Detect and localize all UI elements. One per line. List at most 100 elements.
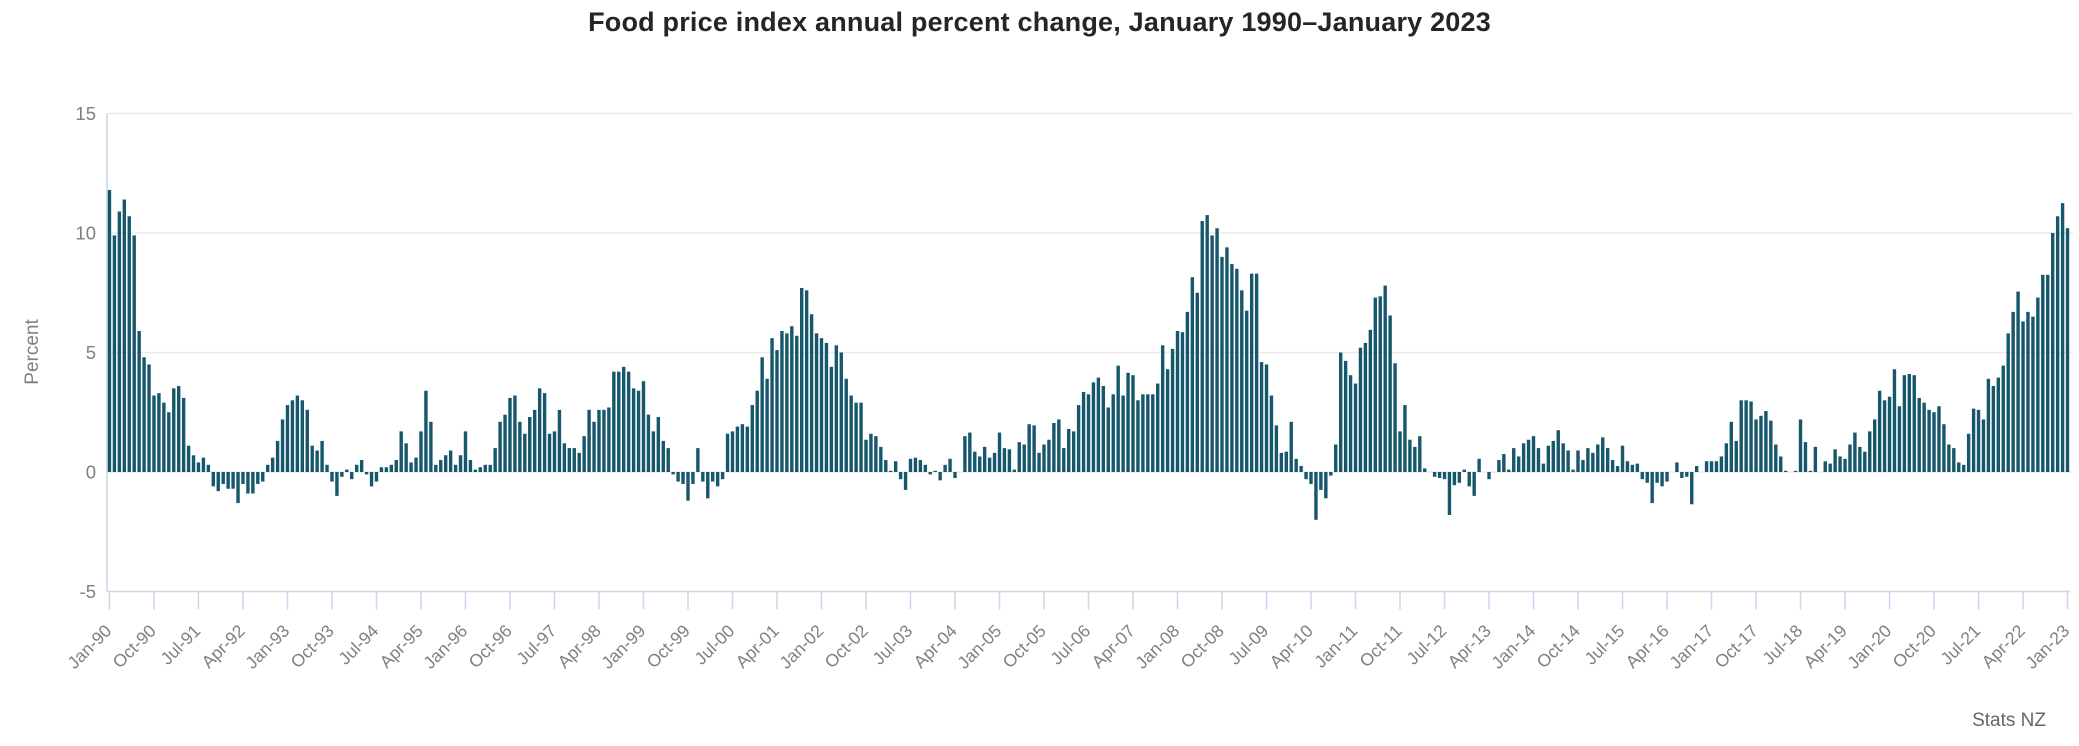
bar [2026, 311, 2030, 472]
source-attribution: Stats NZ [1972, 710, 2046, 731]
bar [1245, 310, 1249, 472]
bar [132, 235, 136, 472]
bar [711, 472, 715, 482]
bar [157, 393, 161, 472]
bar [651, 431, 656, 472]
bar [1838, 456, 1842, 472]
bar [844, 378, 848, 472]
bar [889, 470, 893, 473]
x-tick-label: Apr-04 [910, 621, 961, 672]
bar [681, 472, 685, 484]
bar [1106, 407, 1110, 472]
bar [1947, 444, 1951, 472]
bar [1561, 443, 1565, 472]
bar [992, 452, 997, 472]
bar [1284, 451, 1288, 472]
bar [478, 467, 483, 472]
bar [918, 460, 923, 472]
bar [567, 448, 572, 472]
bar [355, 464, 359, 472]
x-tick-label: Oct-14 [1533, 621, 1584, 672]
y-axis-label: Percent [22, 319, 43, 385]
bar [1131, 375, 1135, 472]
bar [1783, 470, 1788, 473]
bar [186, 445, 191, 472]
x-tick-label: Jan-02 [775, 621, 827, 673]
bar [706, 472, 710, 499]
bar [1373, 297, 1377, 472]
x-tick-label: Jan-93 [241, 621, 293, 673]
bar [384, 467, 389, 472]
x-tick-label: Oct-93 [287, 621, 338, 672]
bar [1531, 436, 1536, 472]
bar [330, 472, 334, 482]
bar [1719, 456, 1724, 472]
y-tick-label: 15 [75, 103, 96, 124]
bar [1877, 390, 1882, 472]
bar [1160, 345, 1165, 472]
bar [1497, 460, 1501, 472]
bar [290, 400, 295, 472]
bar [879, 446, 883, 472]
bar [2060, 203, 2065, 473]
bar [1694, 466, 1699, 472]
bar [488, 464, 492, 472]
bar [740, 424, 745, 472]
x-tick-label: Oct-05 [999, 621, 1050, 672]
bar [2046, 274, 2050, 472]
bar [656, 417, 661, 472]
bar [597, 409, 601, 472]
bar [1007, 449, 1012, 472]
bar [1368, 329, 1373, 472]
bar [518, 421, 522, 472]
x-tick-label: Apr-95 [376, 621, 427, 672]
bar [1764, 411, 1768, 472]
bar [1858, 446, 1862, 472]
bar [1249, 273, 1254, 472]
bar [270, 457, 275, 472]
x-tick-label: Jan-99 [597, 621, 649, 673]
bar [1798, 419, 1803, 472]
x-tick-label: Apr-19 [1800, 621, 1851, 672]
bar [1319, 472, 1323, 490]
bar [414, 457, 418, 472]
chart-title: Food price index annual percent change, … [588, 7, 1491, 37]
bar [809, 314, 814, 472]
bar [434, 464, 438, 472]
bar [1175, 330, 1180, 472]
bar [1413, 446, 1417, 472]
bar [1235, 268, 1239, 472]
bar [1828, 463, 1832, 472]
x-tick-label: Jan-05 [953, 621, 1005, 673]
bar [963, 436, 967, 472]
bar [765, 378, 769, 472]
bar [602, 409, 606, 472]
bar [1027, 424, 1031, 472]
bar [1729, 421, 1733, 472]
bar [399, 431, 403, 472]
x-tick-label: Oct-20 [1889, 621, 1940, 672]
bar [1927, 409, 1931, 472]
bar [1912, 375, 1916, 472]
bar [1848, 444, 1852, 472]
bar [1215, 228, 1219, 472]
bar [196, 462, 201, 472]
bar [1076, 405, 1081, 472]
bar [1289, 421, 1293, 472]
x-tick-label: Apr-16 [1622, 621, 1673, 672]
bar [340, 472, 344, 477]
bar [864, 439, 868, 473]
bar [1581, 460, 1585, 472]
x-tick-label: Apr-10 [1266, 621, 1317, 672]
bar [1254, 273, 1259, 472]
bar [1121, 395, 1125, 472]
bar [2036, 297, 2040, 472]
bar [1754, 419, 1758, 472]
bar [117, 211, 122, 473]
bar [1432, 472, 1437, 477]
bar [641, 381, 646, 472]
bar [987, 457, 992, 472]
bar [513, 395, 517, 472]
bar [884, 460, 888, 472]
bar [1408, 439, 1412, 473]
